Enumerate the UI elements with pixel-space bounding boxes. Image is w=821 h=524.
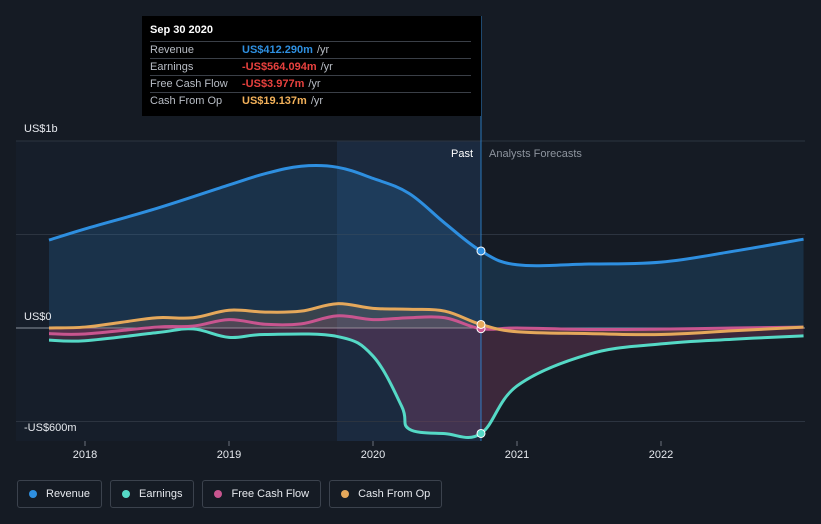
earnings-area: [49, 328, 804, 438]
tooltip-label: Free Cash Flow: [150, 78, 228, 90]
chart-legend: Revenue Earnings Free Cash Flow Cash Fro…: [17, 480, 443, 508]
tooltip-row-revenue: Revenue US$412.290m /yr: [150, 41, 471, 58]
revenue-marker: [476, 246, 486, 256]
legend-dot-icon: [122, 490, 131, 498]
x-tick-label: 2022: [649, 449, 673, 461]
free-cash-flow-line: [48, 314, 804, 336]
forecast-highlight-band: [337, 141, 481, 441]
tooltip-unit: /yr: [316, 44, 330, 56]
legend-dot-icon: [214, 490, 223, 498]
legend-label: Earnings: [139, 488, 183, 500]
tooltip-unit: /yr: [310, 95, 324, 107]
tooltip-unit: /yr: [308, 78, 321, 90]
revenue-area: [49, 165, 804, 328]
revenue-line: [48, 163, 804, 268]
tooltip-row-cash-from-op: Cash From Op US$19.137m /yr: [150, 92, 471, 109]
legend-label: Cash From Op: [358, 488, 431, 500]
tooltip-unit: /yr: [320, 61, 333, 73]
tooltip-value: US$19.137m: [242, 95, 307, 107]
past-highlight-band: [16, 141, 337, 441]
y-tick-label: US$1b: [24, 123, 58, 135]
x-axis-tick-labels: 2018 2019 2020 2021 2022: [73, 441, 673, 461]
cash-from-op-marker: [476, 319, 486, 329]
series-lines: [48, 163, 804, 440]
tooltip-row-free-cash-flow: Free Cash Flow -US$3.977m /yr: [150, 75, 471, 92]
y-tick-label: US$0: [24, 311, 52, 323]
legend-item-cash-from-op[interactable]: Cash From Op: [329, 480, 443, 508]
legend-label: Free Cash Flow: [231, 488, 310, 500]
forecast-label: Analysts Forecasts: [489, 148, 582, 160]
earnings-marker: [476, 428, 486, 438]
past-label: Past: [451, 148, 473, 160]
tooltip-value: US$412.290m: [242, 44, 313, 56]
x-tick-label: 2019: [217, 449, 241, 461]
tooltip-value: -US$564.094m: [242, 61, 317, 73]
legend-item-revenue[interactable]: Revenue: [17, 480, 103, 508]
cash-from-op-line: [48, 302, 804, 337]
x-tick-label: 2020: [361, 449, 385, 461]
y-axis-tick-labels: US$1b US$0 -US$600m: [24, 123, 77, 434]
legend-label: Revenue: [46, 488, 91, 500]
legend-dot-icon: [29, 490, 37, 498]
tooltip-label: Revenue: [150, 44, 195, 56]
y-tick-label: -US$600m: [24, 422, 77, 434]
x-tick-label: 2021: [505, 449, 529, 461]
x-tick-label: 2018: [73, 449, 97, 461]
tooltip-label: Earnings: [150, 61, 194, 73]
earnings-line: [48, 327, 804, 440]
tooltip-label: Cash From Op: [150, 95, 223, 107]
tooltip-date: Sep 30 2020: [150, 24, 213, 36]
legend-item-earnings[interactable]: Earnings: [110, 480, 195, 508]
series-markers: [476, 246, 486, 438]
tooltip-value: -US$3.977m: [242, 78, 305, 90]
legend-item-free-cash-flow[interactable]: Free Cash Flow: [202, 480, 322, 508]
tooltip-row-earnings: Earnings -US$564.094m /yr: [150, 58, 471, 75]
legend-dot-icon: [341, 490, 350, 498]
hover-tooltip: Sep 30 2020 Revenue US$412.290m /yr Earn…: [142, 16, 481, 116]
